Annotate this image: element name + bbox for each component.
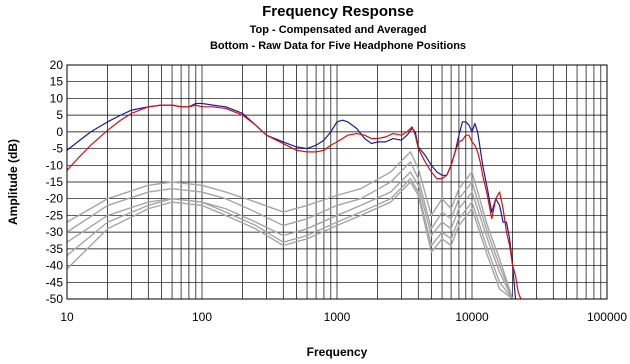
y-tick-label: 5 <box>56 108 63 122</box>
chart-subtitle-bottom: Bottom - Raw Data for Five Headphone Pos… <box>210 40 466 52</box>
series-line-4 <box>66 161 514 300</box>
plot-frame <box>66 64 608 300</box>
y-tick-label: 20 <box>50 58 64 72</box>
y-tick-label: -50 <box>46 292 64 306</box>
series-line-1 <box>66 102 517 300</box>
y-tick-label: 0 <box>56 125 63 139</box>
y-tick-label: -30 <box>46 225 64 239</box>
series-line-2 <box>66 104 522 300</box>
x-tick-label: 10000 <box>455 310 489 324</box>
y-tick-label: -15 <box>46 175 64 189</box>
chart-title: Frequency Response <box>262 3 414 20</box>
y-tick-label: -5 <box>52 142 63 156</box>
chart-subtitle-top: Top - Compensated and Averaged <box>250 24 427 36</box>
series-line-3 <box>66 151 514 300</box>
y-tick-label: 10 <box>50 91 64 105</box>
y-tick-label: -25 <box>46 208 64 222</box>
series-group <box>66 102 522 300</box>
x-tick-label: 10 <box>60 310 74 324</box>
y-tick-label: -35 <box>46 242 64 256</box>
x-tick-label: 100 <box>192 310 212 324</box>
series-line-7 <box>66 181 514 300</box>
x-axis-label: Frequency <box>307 345 368 359</box>
series-line-6 <box>66 177 514 300</box>
x-tick-label: 1000 <box>324 310 351 324</box>
y-axis-label: Amplitude (dB) <box>6 139 20 225</box>
y-tick-label: -20 <box>46 192 64 206</box>
x-tick-labels: 10 100 1000 10000 100000 <box>60 310 627 324</box>
y-tick-labels: 20 15 10 5 0 -5 -10 -15 -20 -25 -30 -35 -40 -45 -50 <box>46 58 64 306</box>
y-tick-label: -45 <box>46 275 64 289</box>
y-tick-label: -10 <box>46 158 64 172</box>
y-tick-label: -40 <box>46 259 64 273</box>
x-tick-label: 100000 <box>587 310 627 324</box>
y-tick-label: 15 <box>50 75 64 89</box>
grid-lines <box>66 64 607 300</box>
